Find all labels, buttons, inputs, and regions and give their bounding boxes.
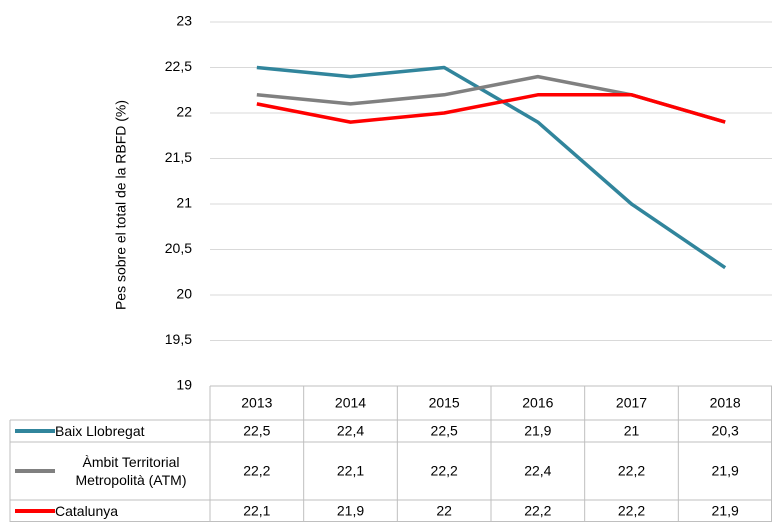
- x-tick-label: 2016: [522, 395, 553, 411]
- x-tick-label: 2014: [335, 395, 366, 411]
- y-tick-label: 20,5: [165, 240, 192, 256]
- y-tick-label: 19,5: [165, 331, 192, 347]
- table-value: 22,4: [524, 463, 551, 479]
- table-value: 21: [624, 423, 640, 439]
- table-value: 21,9: [524, 423, 551, 439]
- table-value: 22,5: [431, 423, 458, 439]
- table-value: 22,2: [243, 463, 270, 479]
- table-value: 21,9: [337, 503, 364, 519]
- series-line: [256, 93, 726, 124]
- series-line: [256, 74, 726, 124]
- y-tick-label: 21: [176, 195, 192, 211]
- table-value: 21,9: [712, 503, 739, 519]
- table-value: 22,2: [431, 463, 458, 479]
- series-line: [256, 65, 727, 270]
- x-tick-label: 2015: [429, 395, 460, 411]
- legend-label-box: Baix Llobregat: [55, 423, 145, 439]
- table-value: 22,2: [618, 503, 645, 519]
- table-value: 22,2: [524, 503, 551, 519]
- table-value: 21,9: [712, 463, 739, 479]
- table-value: 22,5: [243, 423, 270, 439]
- legend-label: Catalunya: [55, 503, 119, 519]
- table-value: 22,4: [337, 423, 364, 439]
- table-value: 22,2: [618, 463, 645, 479]
- table-value: 20,3: [712, 423, 739, 439]
- y-axis-label: Pes sobre el total de la RBFD (%): [113, 100, 129, 310]
- legend-label: Àmbit Territorial Metropolità (ATM): [75, 454, 187, 488]
- y-tick-label: 23: [176, 13, 192, 29]
- x-tick-label: 2017: [616, 395, 647, 411]
- legend-label-box: Catalunya: [55, 503, 119, 519]
- legend-label: Baix Llobregat: [55, 423, 145, 439]
- table-value: 22: [436, 503, 452, 519]
- y-tick-label: 22: [176, 104, 192, 120]
- legend-label-box: Àmbit Territorial Metropolità (ATM): [75, 454, 187, 488]
- table-value: 22,1: [243, 503, 270, 519]
- table-value: 22,1: [337, 463, 364, 479]
- y-tick-label: 20: [176, 286, 192, 302]
- x-tick-label: 2018: [710, 395, 741, 411]
- y-tick-label: 21,5: [165, 149, 192, 165]
- y-tick-label: 22,5: [165, 58, 192, 74]
- x-tick-label: 2013: [241, 395, 272, 411]
- y-tick-label: 19: [176, 377, 192, 393]
